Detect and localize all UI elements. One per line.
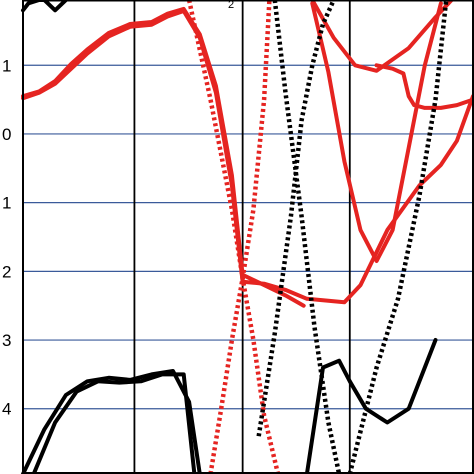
y-tick-label: 2 — [2, 262, 11, 281]
band-line-red-0 — [21, 6, 306, 308]
y-tick-label: 1 — [2, 56, 11, 75]
y-tick-label: 3 — [2, 331, 11, 350]
top-glyph: 2 — [228, 0, 234, 11]
band-line-red-3 — [374, 63, 474, 110]
band-line-red-7 — [208, 0, 272, 474]
y-tick-label: 1 — [2, 194, 11, 213]
band-line-black-12 — [31, 372, 197, 474]
band-line-red-2 — [240, 94, 474, 305]
y-tick-label: 4 — [2, 400, 11, 419]
y-tick-labels: 1 0 1 2 3 4 — [2, 56, 11, 418]
band-line-black-8 — [256, 0, 336, 437]
band-line-black-11 — [21, 369, 202, 474]
band-line-red-5 — [310, 1, 443, 263]
band-line-black-14 — [21, 0, 68, 13]
band-lines — [21, 0, 474, 474]
band-line-black-10 — [347, 0, 449, 474]
band-line-red-1 — [21, 9, 245, 284]
band-line-black-9 — [272, 0, 342, 474]
y-tick-label: 0 — [2, 125, 11, 144]
plot-frame — [22, 0, 474, 474]
y-gridlines — [23, 64, 473, 410]
x-dividers — [133, 0, 351, 474]
band-line-black-13 — [304, 338, 438, 474]
